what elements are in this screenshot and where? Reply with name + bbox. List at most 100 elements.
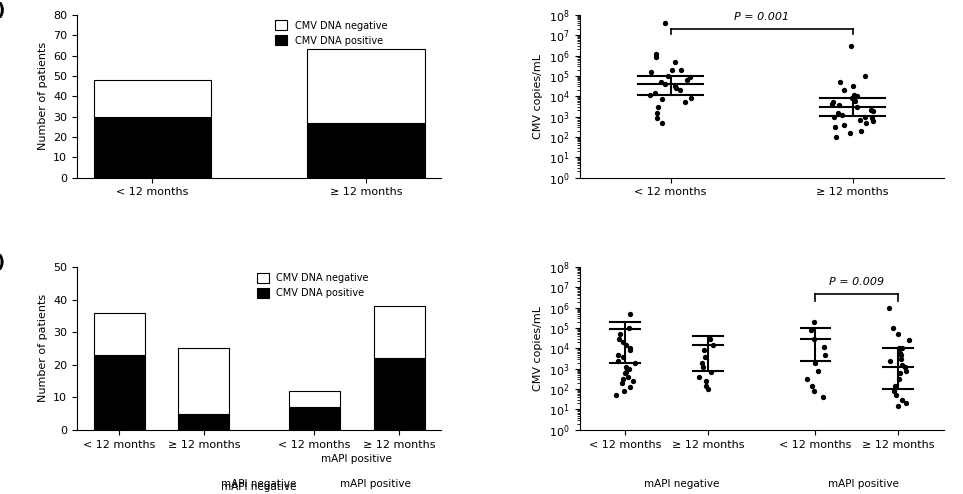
Point (618, 363, 634, 371)
Point (893, 351, 908, 359)
Y-axis label: Number of patients: Number of patients (38, 42, 47, 150)
Point (895, 344, 910, 352)
Point (890, 330, 905, 338)
Point (847, 97, 863, 105)
Point (811, 367, 826, 374)
Bar (93, 355, 144, 430)
Bar (93, 313, 144, 355)
Point (886, 387, 901, 395)
Point (705, 341, 720, 349)
Point (846, 90, 861, 98)
Point (893, 370, 908, 377)
Text: mAPI positive: mAPI positive (828, 479, 899, 489)
Point (863, 106, 878, 114)
Point (849, 103, 865, 111)
Point (857, 114, 872, 122)
Point (816, 393, 831, 401)
Point (618, 368, 634, 376)
Point (895, 396, 910, 404)
Point (894, 355, 909, 363)
Text: mAPI negative: mAPI negative (644, 479, 719, 489)
Point (885, 324, 900, 332)
Point (818, 351, 833, 359)
Point (699, 381, 715, 389)
Point (828, 133, 844, 141)
Text: mAPI negative: mAPI negative (221, 482, 297, 492)
Bar (289, 391, 340, 407)
Point (622, 324, 638, 332)
Point (866, 117, 881, 125)
Point (901, 336, 917, 344)
Point (683, 73, 698, 81)
Point (817, 343, 832, 351)
Point (622, 346, 638, 354)
Point (614, 379, 630, 387)
Point (694, 359, 710, 367)
Point (622, 344, 638, 352)
Point (853, 127, 869, 135)
Point (615, 338, 631, 346)
Point (887, 381, 902, 389)
Point (684, 94, 699, 102)
Point (837, 86, 852, 94)
Point (835, 111, 850, 119)
Text: P = 0.009: P = 0.009 (829, 278, 884, 288)
Point (804, 381, 820, 389)
Point (825, 98, 841, 106)
Point (882, 357, 898, 365)
Point (658, 80, 673, 88)
Point (849, 92, 865, 100)
Bar (93, 80, 211, 117)
Point (648, 53, 664, 61)
Bar (307, 123, 425, 177)
Point (615, 375, 631, 383)
Point (846, 82, 861, 90)
Point (852, 116, 868, 124)
Point (611, 351, 626, 359)
Point (622, 310, 638, 318)
Point (664, 66, 680, 74)
Point (657, 19, 672, 27)
Point (650, 103, 665, 111)
Point (831, 109, 846, 117)
Point (667, 82, 683, 90)
Point (804, 326, 820, 334)
Point (648, 50, 664, 58)
Point (691, 373, 707, 381)
Point (889, 391, 904, 399)
Bar (374, 358, 425, 430)
Point (622, 383, 638, 391)
Point (806, 387, 821, 395)
Point (612, 335, 627, 343)
Point (891, 344, 906, 352)
Point (703, 368, 718, 376)
Point (845, 94, 860, 102)
Legend: CMV DNA negative, CMV DNA positive: CMV DNA negative, CMV DNA positive (253, 269, 373, 302)
Point (679, 77, 694, 84)
Text: (A): (A) (0, 2, 6, 20)
Point (696, 346, 712, 354)
Point (891, 402, 906, 410)
Bar (289, 407, 340, 430)
Point (843, 42, 858, 50)
Point (893, 349, 908, 357)
Bar (93, 117, 211, 177)
Point (615, 353, 631, 361)
Point (857, 72, 872, 80)
Point (898, 399, 914, 407)
Text: (B): (B) (0, 254, 5, 272)
Point (616, 387, 632, 395)
Point (832, 78, 847, 86)
Point (649, 115, 664, 123)
Point (621, 365, 637, 372)
Text: P = 0.001: P = 0.001 (734, 12, 790, 22)
Legend: CMV DNA negative, CMV DNA positive: CMV DNA negative, CMV DNA positive (272, 16, 391, 49)
Point (695, 363, 711, 371)
Point (866, 107, 881, 115)
Y-axis label: CMV copies/mL: CMV copies/mL (534, 306, 543, 391)
Point (677, 98, 692, 106)
Point (620, 373, 636, 381)
Point (611, 357, 626, 365)
Point (628, 359, 643, 367)
Point (700, 385, 716, 393)
